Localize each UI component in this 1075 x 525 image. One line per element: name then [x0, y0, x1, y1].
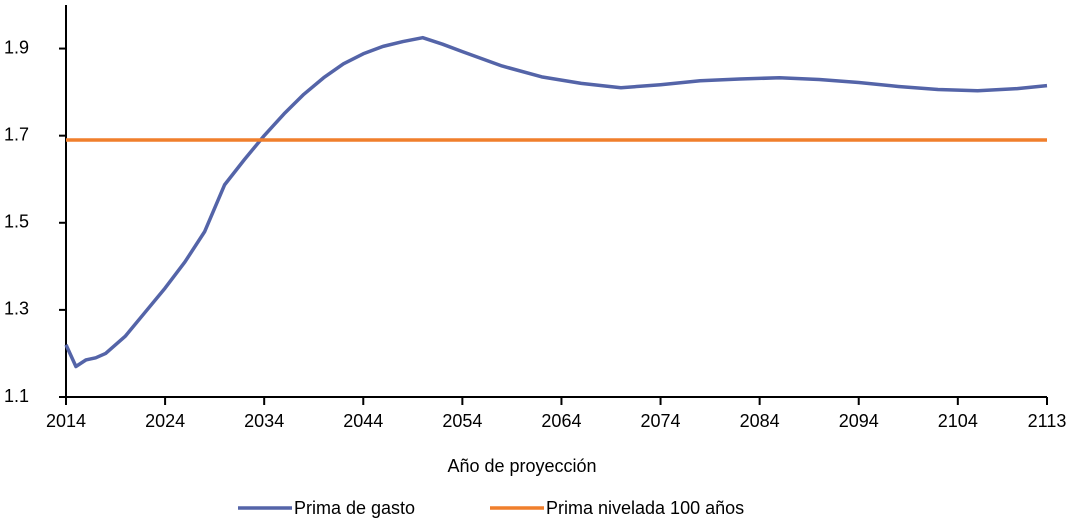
x-tick-label: 2094 [839, 411, 879, 431]
y-tick-label: 1.5 [4, 212, 29, 232]
x-tick-label: 2014 [46, 411, 86, 431]
x-tick-label: 2044 [343, 411, 383, 431]
y-tick-label: 1.1 [4, 386, 29, 406]
x-tick-label: 2034 [244, 411, 284, 431]
y-tick-label: 1.3 [4, 299, 29, 319]
y-tick-label: 1.7 [4, 124, 29, 144]
x-tick-label: 2074 [641, 411, 681, 431]
x-tick-label: 2054 [442, 411, 482, 431]
x-tick-label: 2064 [541, 411, 581, 431]
series-line [64, 35, 1048, 369]
x-tick-label: 2104 [938, 411, 978, 431]
y-tick-label: 1.9 [4, 37, 29, 57]
x-tick-label: 2024 [145, 411, 185, 431]
legend-label: Prima nivelada 100 años [546, 498, 744, 518]
x-tick-label: 2084 [740, 411, 780, 431]
legend-label: Prima de gasto [294, 498, 415, 518]
x-tick-label: 2113 [1028, 411, 1067, 431]
x-axis-label: Año de proyección [447, 456, 596, 476]
